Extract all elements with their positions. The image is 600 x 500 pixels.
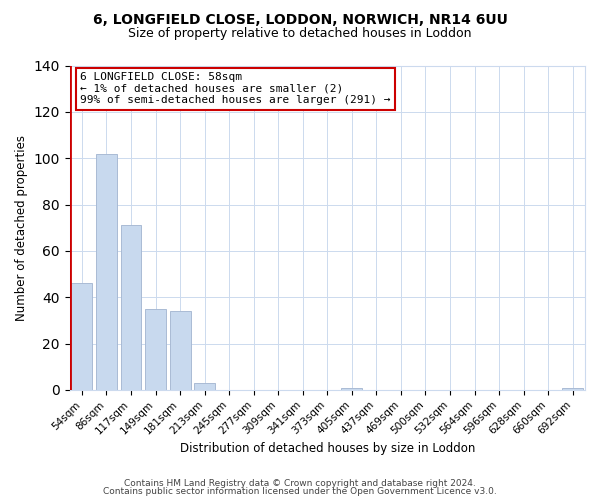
Bar	[562, 388, 583, 390]
Bar	[341, 388, 362, 390]
Bar	[194, 383, 215, 390]
Bar	[71, 284, 92, 390]
Y-axis label: Number of detached properties: Number of detached properties	[15, 134, 28, 320]
Bar	[170, 311, 191, 390]
Bar	[145, 309, 166, 390]
Text: Contains HM Land Registry data © Crown copyright and database right 2024.: Contains HM Land Registry data © Crown c…	[124, 478, 476, 488]
Text: 6, LONGFIELD CLOSE, LODDON, NORWICH, NR14 6UU: 6, LONGFIELD CLOSE, LODDON, NORWICH, NR1…	[92, 12, 508, 26]
Text: 6 LONGFIELD CLOSE: 58sqm
← 1% of detached houses are smaller (2)
99% of semi-det: 6 LONGFIELD CLOSE: 58sqm ← 1% of detache…	[80, 72, 391, 105]
Text: Contains public sector information licensed under the Open Government Licence v3: Contains public sector information licen…	[103, 487, 497, 496]
X-axis label: Distribution of detached houses by size in Loddon: Distribution of detached houses by size …	[179, 442, 475, 455]
Text: Size of property relative to detached houses in Loddon: Size of property relative to detached ho…	[128, 28, 472, 40]
Bar	[121, 226, 142, 390]
Bar	[96, 154, 117, 390]
